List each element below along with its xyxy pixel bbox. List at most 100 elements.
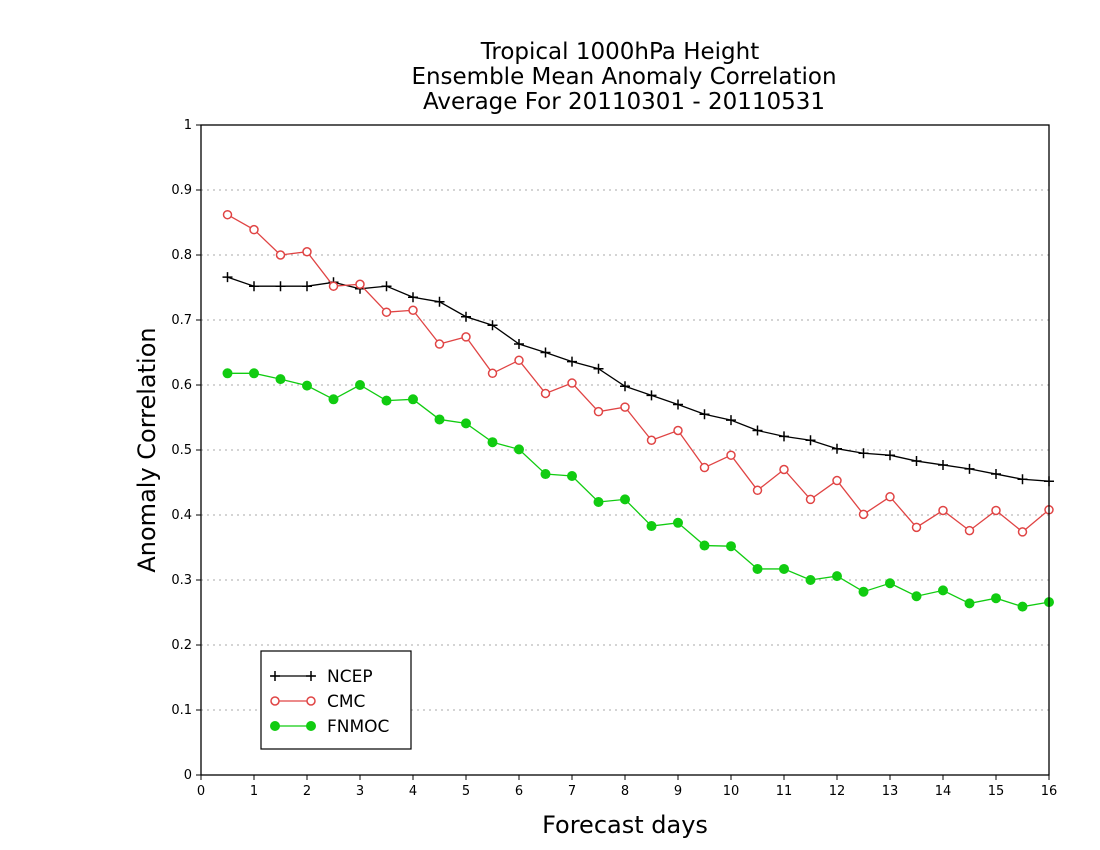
data-point-ncep (222, 272, 233, 283)
data-point-cmc (938, 505, 948, 516)
data-point-ncep (620, 381, 630, 392)
data-point-cmc (991, 505, 1001, 516)
data-point-cmc (487, 368, 498, 379)
legend-marker (306, 721, 316, 731)
data-point-fnmoc (1017, 601, 1028, 612)
x-tick-label: 8 (621, 784, 629, 799)
data-point-cmc (885, 492, 895, 502)
data-point-fnmoc (699, 540, 710, 551)
plot-frame (200, 124, 1050, 776)
y-tick-label: 0.4 (171, 508, 192, 523)
data-point-ncep (673, 399, 683, 410)
data-point-ncep (593, 363, 604, 374)
data-point-ncep (805, 435, 816, 446)
legend: NCEP CMC FNMOC (260, 650, 412, 750)
data-point-fnmoc (885, 578, 895, 589)
y-tick-label: 0.5 (171, 443, 192, 458)
legend-entry-cmc: CMC (270, 692, 365, 712)
data-point-cmc (222, 209, 233, 220)
data-point-ncep (1017, 474, 1028, 485)
data-point-cmc (593, 406, 604, 417)
data-point-ncep (938, 459, 948, 470)
data-point-cmc (752, 485, 763, 496)
legend-entry-fnmoc: FNMOC (270, 717, 389, 737)
data-point-cmc (964, 525, 975, 536)
y-tick-label: 0 (184, 768, 192, 783)
y-tick-label: 0.7 (171, 313, 192, 328)
x-tick-label: 11 (776, 784, 793, 799)
series-cmc (222, 209, 1054, 537)
legend-marker (306, 671, 316, 681)
y-tick-label: 0.3 (171, 573, 192, 588)
data-point-ncep (991, 469, 1001, 480)
series-ncep (222, 272, 1054, 487)
data-point-cmc (646, 435, 657, 445)
x-tick-label: 12 (829, 784, 846, 799)
y-tick-label: 0.6 (171, 378, 192, 393)
data-point-cmc (249, 224, 259, 235)
data-point-cmc (858, 509, 869, 520)
data-point-cmc (275, 250, 286, 260)
y-axis-label: Anomaly Correlation (133, 327, 161, 572)
data-point-cmc (1017, 527, 1028, 537)
title-line-3: Average For 20110301 - 20110531 (423, 89, 825, 115)
data-point-cmc (567, 378, 577, 388)
y-tick-label: 0.8 (171, 248, 192, 263)
data-point-fnmoc (408, 394, 418, 405)
data-point-cmc (514, 355, 524, 366)
data-point-fnmoc (858, 586, 869, 597)
x-tick-label: 15 (988, 784, 1005, 799)
title-line-2: Ensemble Mean Anomaly Correlation (411, 64, 836, 90)
data-point-cmc (673, 425, 683, 436)
legend-box (260, 650, 412, 750)
data-point-fnmoc (646, 521, 657, 532)
data-point-ncep (911, 456, 922, 467)
data-point-ncep (567, 356, 577, 367)
series-fnmoc (222, 368, 1054, 612)
data-point-fnmoc (911, 591, 922, 602)
x-tick-label: 7 (568, 784, 576, 799)
data-point-fnmoc (832, 571, 842, 582)
y-tick-label: 1 (184, 118, 192, 133)
legend-label: NCEP (327, 667, 373, 687)
data-point-ncep (249, 281, 259, 292)
data-point-cmc (911, 522, 922, 533)
data-point-fnmoc (275, 374, 286, 385)
data-point-fnmoc (434, 414, 445, 425)
axis-ticks: 00.10.20.30.40.50.60.70.80.910 1 2 3 4 5 6 7 8 9 1… (171, 118, 1057, 799)
x-tick-label: 10 (723, 784, 740, 799)
data-point-ncep (514, 339, 524, 350)
data-point-fnmoc (540, 469, 551, 480)
data-point-ncep (434, 296, 445, 307)
data-point-cmc (461, 332, 471, 342)
data-point-fnmoc (726, 541, 736, 552)
data-point-ncep (964, 463, 975, 474)
x-tick-label: 5 (462, 784, 470, 799)
data-point-cmc (540, 388, 551, 399)
data-point-fnmoc (381, 395, 392, 406)
data-point-cmc (434, 339, 445, 349)
legend-label: CMC (327, 692, 365, 712)
title-line-1: Tropical 1000hPa Height (480, 39, 760, 65)
data-point-fnmoc (991, 593, 1001, 604)
data-point-fnmoc (461, 418, 471, 429)
data-point-fnmoc (249, 368, 259, 379)
data-point-ncep (540, 347, 551, 358)
data-point-fnmoc (567, 471, 577, 481)
data-point-cmc (355, 279, 365, 289)
data-point-cmc (328, 281, 339, 291)
series-line-ncep (227, 276, 1050, 482)
x-tick-label: 4 (409, 784, 417, 799)
data-point-cmc (408, 305, 418, 315)
data-point-ncep (885, 450, 895, 461)
legend-marker (270, 671, 280, 681)
data-point-cmc (805, 494, 816, 505)
data-point-ncep (752, 425, 763, 436)
data-point-cmc (779, 464, 789, 475)
data-point-cmc (726, 450, 736, 460)
x-axis-label: Forecast days (542, 811, 708, 839)
data-point-ncep (302, 281, 312, 292)
data-point-ncep (858, 448, 869, 459)
data-point-ncep (832, 443, 842, 454)
